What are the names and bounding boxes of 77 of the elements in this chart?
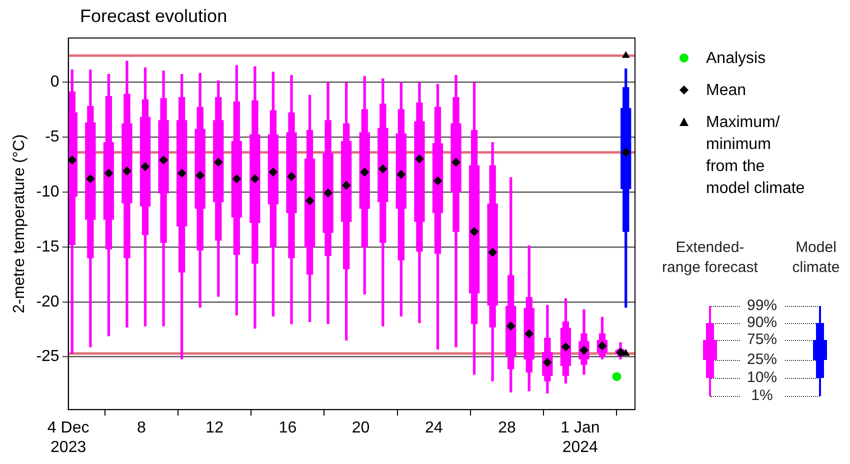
point bbox=[342, 180, 351, 190]
bar bbox=[180, 74, 184, 360]
point bbox=[506, 322, 516, 331]
point bbox=[305, 196, 314, 206]
bar bbox=[126, 60, 128, 328]
point bbox=[104, 168, 114, 178]
y-tick-label: -20 bbox=[36, 293, 60, 310]
x-tick-label: 28 bbox=[498, 420, 516, 437]
legend-label: Mean bbox=[706, 81, 748, 101]
bar bbox=[363, 76, 366, 294]
chart-title: Forecast evolution bbox=[80, 6, 228, 27]
point bbox=[122, 166, 132, 176]
point bbox=[561, 342, 570, 352]
legend-label: Analysis bbox=[706, 49, 767, 69]
point bbox=[250, 174, 260, 184]
legend-label: Maximum/ minimum from the model climate bbox=[706, 113, 806, 199]
point bbox=[488, 248, 498, 257]
y-tick-label: 0 bbox=[50, 73, 60, 90]
y-axis-title: 2-metre temperature (°C) bbox=[11, 134, 28, 314]
point bbox=[232, 174, 242, 184]
bar bbox=[491, 142, 494, 382]
point bbox=[140, 162, 150, 172]
point bbox=[452, 158, 461, 167]
point bbox=[196, 170, 205, 180]
point bbox=[268, 168, 278, 177]
point bbox=[433, 176, 442, 186]
y-tick-label: -25 bbox=[36, 348, 60, 366]
x-tick-label: 20 bbox=[352, 420, 370, 437]
bar bbox=[510, 177, 512, 392]
point bbox=[360, 168, 370, 177]
bar bbox=[308, 94, 312, 322]
point bbox=[159, 156, 168, 165]
point bbox=[286, 172, 296, 182]
point bbox=[68, 156, 77, 165]
bar bbox=[472, 82, 476, 375]
percentile-key: Extended-range forecast Model climate 99% 90% 75% 25% 10% 1% bbox=[660, 238, 848, 398]
point bbox=[324, 188, 333, 198]
bar bbox=[436, 84, 440, 350]
point bbox=[86, 174, 95, 184]
point bbox=[622, 349, 630, 356]
point bbox=[396, 170, 406, 179]
point bbox=[612, 372, 622, 382]
point bbox=[470, 226, 479, 236]
x-tick-label: 16 bbox=[278, 420, 297, 437]
bar bbox=[254, 66, 256, 329]
point bbox=[524, 329, 534, 338]
point bbox=[214, 158, 223, 167]
point bbox=[414, 154, 424, 164]
bar bbox=[217, 80, 220, 297]
x-tick-label: 1 Jan 2024 bbox=[560, 420, 600, 456]
bar bbox=[235, 65, 238, 316]
y-tick-label: -10 bbox=[36, 183, 60, 200]
y-tick-label: -5 bbox=[45, 128, 60, 146]
bar bbox=[290, 75, 293, 324]
x-tick-label: 12 bbox=[206, 420, 224, 437]
bar bbox=[345, 82, 348, 341]
bar bbox=[382, 78, 384, 326]
x-tick-label: 8 bbox=[136, 420, 146, 437]
bar bbox=[624, 68, 628, 308]
bar bbox=[144, 67, 147, 326]
bar bbox=[418, 82, 421, 324]
bar bbox=[198, 72, 202, 308]
point bbox=[621, 148, 630, 157]
point bbox=[177, 168, 186, 178]
bar bbox=[70, 70, 74, 354]
point bbox=[378, 164, 388, 174]
bar bbox=[162, 70, 165, 326]
bar bbox=[272, 72, 275, 316]
bar bbox=[326, 82, 330, 324]
x-tick-label: 4 Dec 2023 bbox=[47, 420, 90, 456]
bar bbox=[454, 75, 458, 348]
point bbox=[622, 51, 630, 58]
bar bbox=[107, 74, 110, 336]
y-tick-label: -15 bbox=[36, 238, 60, 256]
bar bbox=[400, 82, 402, 316]
x-tick-label: 24 bbox=[425, 420, 443, 437]
bar bbox=[89, 70, 92, 348]
